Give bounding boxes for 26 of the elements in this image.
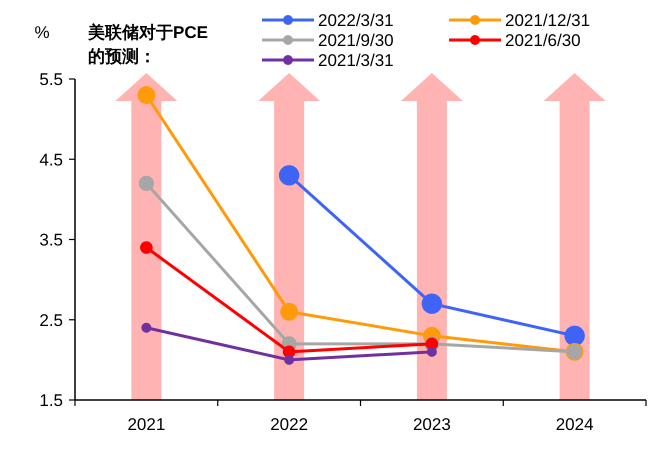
x-tick-label: 2022: [270, 415, 308, 434]
y-tick-label: 5.5: [39, 70, 63, 89]
y-tick-label: 3.5: [39, 230, 63, 250]
y-tick-label: 2.5: [39, 310, 63, 330]
x-tick-label: 2023: [412, 415, 451, 434]
point: [137, 86, 156, 104]
point: [141, 322, 152, 333]
legend-label: 2022/3/31: [318, 11, 394, 30]
legend-label: 2021/3/31: [318, 51, 394, 70]
point: [280, 302, 298, 321]
legend-title: 美联储对于PCE的预测：: [87, 23, 208, 66]
legend-label: 2021/6/30: [505, 31, 581, 50]
point: [278, 165, 300, 186]
legend-label: 2021/9/30: [318, 31, 394, 50]
y-tick-label: 1.5: [39, 391, 63, 410]
point: [284, 354, 294, 365]
point: [138, 176, 154, 191]
legend-label: 2021/12/31: [505, 11, 590, 30]
x-tick-label: 2024: [556, 415, 594, 434]
y-tick-label: 4.5: [39, 150, 63, 170]
point: [426, 346, 437, 357]
y-axis-title: %: [34, 23, 50, 42]
point: [140, 241, 153, 254]
point: [564, 326, 585, 346]
x-tick-label: 2021: [127, 415, 166, 434]
point: [422, 294, 442, 314]
